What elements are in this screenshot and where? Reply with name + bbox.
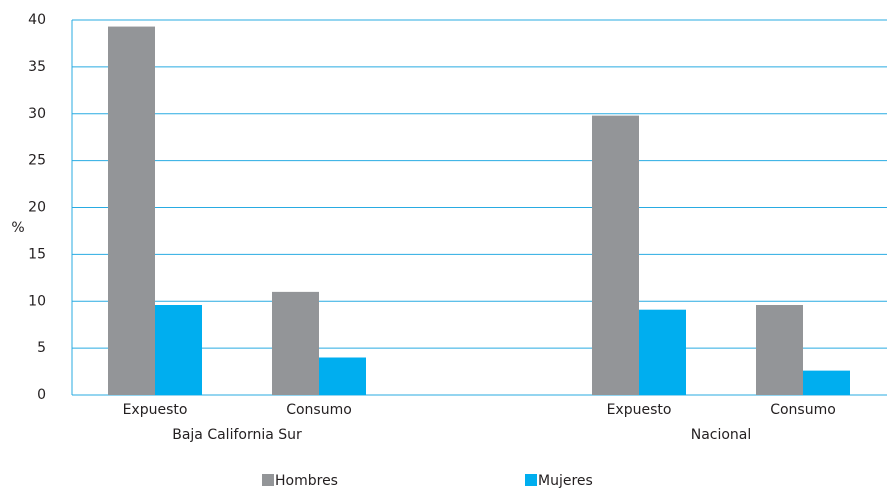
y-tick-label: 35 — [28, 59, 46, 75]
group-label: Nacional — [691, 427, 752, 443]
bar — [272, 291, 319, 395]
y-axis-label: % — [11, 220, 24, 236]
bar — [155, 305, 202, 395]
x-tick-label: Expuesto — [607, 402, 672, 418]
y-tick-label: 0 — [37, 387, 46, 403]
bar — [108, 26, 155, 395]
y-tick-label: 5 — [37, 340, 46, 356]
legend-swatch — [525, 474, 537, 486]
y-tick-label: 25 — [28, 153, 46, 169]
legend-label: Hombres — [275, 473, 338, 489]
x-tick-label: Consumo — [770, 402, 836, 418]
x-tick-label: Expuesto — [123, 402, 188, 418]
y-tick-label: 30 — [28, 106, 46, 122]
bar — [592, 115, 639, 395]
legend-swatch — [262, 474, 274, 486]
y-tick-label: 20 — [28, 200, 46, 216]
bar — [803, 370, 850, 395]
bar — [319, 357, 366, 395]
legend-label: Mujeres — [538, 473, 593, 489]
bar — [639, 309, 686, 395]
x-tick-label: Consumo — [286, 402, 352, 418]
y-tick-label: 15 — [28, 246, 46, 262]
bar — [756, 305, 803, 395]
y-tick-label: 40 — [28, 12, 46, 28]
group-label: Baja California Sur — [172, 427, 302, 443]
y-tick-label: 10 — [28, 293, 46, 309]
